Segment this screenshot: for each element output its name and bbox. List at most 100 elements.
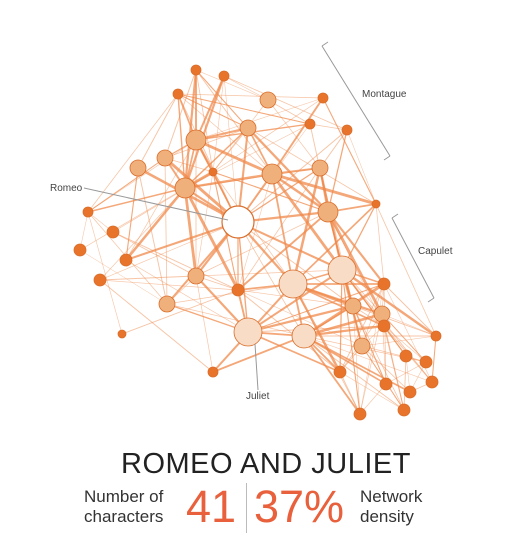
network-edge	[383, 325, 405, 411]
character-node	[430, 330, 442, 342]
network-edge	[346, 129, 377, 205]
network-edge	[87, 157, 166, 213]
character-node	[259, 91, 277, 109]
network-edge	[183, 75, 226, 189]
network-edge	[361, 345, 427, 363]
page-title: ROMEO AND JULIET	[121, 448, 411, 480]
network-edge	[359, 383, 387, 415]
network-edge	[326, 211, 384, 315]
character-node	[106, 225, 120, 239]
network-edge	[359, 313, 383, 415]
network-edge	[184, 127, 249, 189]
network-edge	[177, 93, 324, 99]
network-edge	[352, 305, 361, 415]
density-label-line2: density	[360, 507, 414, 526]
network-edge	[195, 69, 269, 101]
network-edge	[99, 221, 239, 281]
network-edge	[121, 289, 239, 335]
character-node	[185, 129, 207, 151]
network-edge	[212, 335, 305, 373]
network-edge	[303, 312, 383, 338]
network-edge	[359, 283, 385, 415]
network-edge	[125, 259, 249, 333]
juliet-node	[233, 317, 263, 347]
network-edge	[361, 345, 405, 411]
network-edge	[183, 187, 198, 277]
network-edge	[99, 187, 186, 281]
character-node	[73, 243, 87, 257]
romeo-label: Romeo	[50, 183, 83, 194]
network-edge	[292, 282, 383, 316]
network-edge	[237, 221, 249, 333]
characters-label-line2: characters	[84, 507, 164, 526]
network-edge	[352, 305, 405, 411]
character-network-graph: Montague Capulet Romeo Juliet	[50, 41, 453, 421]
character-node	[419, 355, 433, 369]
character-node	[344, 297, 362, 315]
network-edge	[303, 324, 385, 338]
network-edge	[267, 99, 321, 169]
network-edge	[223, 75, 348, 131]
network-edge	[195, 269, 343, 277]
density-value: 37%	[254, 481, 345, 532]
network-edge	[195, 97, 324, 141]
character-node	[158, 295, 176, 313]
network-edge	[291, 167, 322, 285]
network-edge	[383, 283, 437, 337]
network-edge	[195, 275, 214, 373]
character-node	[353, 337, 371, 355]
network-edge	[341, 268, 437, 338]
network-edge	[195, 69, 273, 175]
network-edge	[247, 304, 354, 334]
character-node	[327, 255, 357, 285]
network-edges	[79, 69, 437, 415]
character-node	[333, 365, 347, 379]
network-edge	[164, 127, 249, 159]
network-edge	[383, 283, 387, 385]
character-node	[218, 70, 230, 82]
network-edge	[137, 93, 179, 169]
network-edge	[375, 203, 437, 337]
network-edge	[166, 221, 239, 305]
network-edge	[99, 279, 239, 291]
network-edge	[385, 361, 427, 385]
network-edge	[125, 221, 239, 261]
montague-bracket	[321, 45, 391, 157]
network-edge	[177, 93, 311, 125]
network-edge	[271, 173, 294, 285]
character-node	[371, 199, 381, 209]
network-edge	[125, 139, 197, 261]
character-node	[207, 366, 219, 378]
character-node	[231, 283, 245, 297]
montague-label: Montague	[362, 89, 407, 100]
network-edge	[352, 305, 437, 337]
character-node	[261, 163, 283, 185]
network-edge	[339, 371, 405, 411]
stats-row: Number of characters 41 37% Network dens…	[0, 483, 532, 533]
network-edge	[164, 157, 168, 305]
character-node	[403, 385, 417, 399]
network-edge	[212, 75, 225, 173]
character-node	[317, 201, 339, 223]
network-edge	[112, 171, 214, 233]
network-edge	[99, 279, 214, 373]
character-node	[93, 273, 107, 287]
character-node	[82, 206, 94, 218]
network-edge	[303, 335, 405, 411]
network-edge	[403, 355, 407, 411]
network-edge	[327, 129, 348, 213]
character-node	[397, 403, 411, 417]
network-edge	[99, 275, 197, 281]
network-edge	[381, 313, 427, 363]
network-edge	[237, 221, 305, 337]
network-edge	[183, 187, 240, 291]
network-edge	[237, 221, 343, 271]
network-edge	[212, 127, 249, 173]
network-edge	[79, 211, 89, 251]
character-node	[117, 329, 127, 339]
network-edge	[309, 123, 348, 131]
network-edge	[303, 335, 411, 393]
density-label-line1: Network	[360, 487, 423, 506]
character-node	[187, 267, 205, 285]
characters-label-line1: Number of	[84, 487, 164, 506]
